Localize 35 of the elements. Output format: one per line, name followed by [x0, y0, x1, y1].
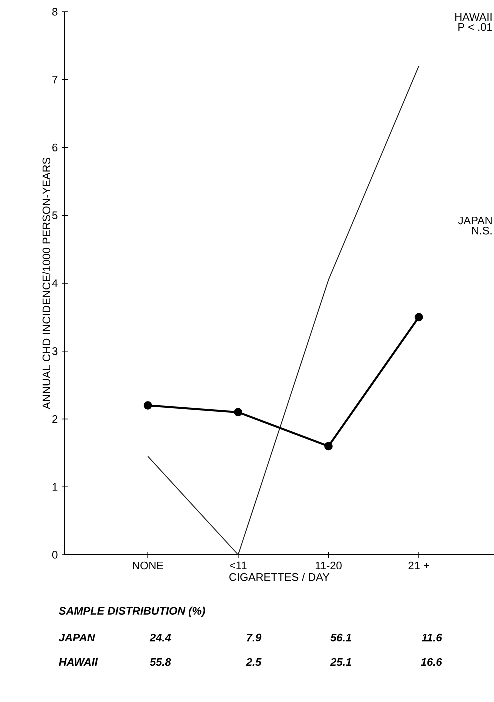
text: HAWAII — [59, 658, 98, 666]
point — [324, 442, 333, 451]
y-tick-label: 6 — [52, 144, 58, 152]
text: 16.6 — [421, 658, 442, 666]
text: 2.5 — [246, 658, 262, 666]
text: HAWAII — [456, 13, 492, 21]
text: 7.9 — [247, 634, 262, 642]
y-tick-label: 5 — [52, 212, 58, 220]
y-tick-label: 1 — [52, 483, 58, 491]
text: 56.1 — [330, 634, 352, 642]
y-tick-label: 0 — [52, 551, 58, 559]
line-series — [148, 66, 420, 556]
point — [234, 408, 243, 417]
y-tick-label: 7 — [52, 76, 58, 84]
x-tick-label: NONE — [133, 562, 164, 570]
text: 11.6 — [422, 634, 442, 642]
x-tick-label: <11 — [230, 562, 247, 570]
text: 24.4 — [150, 634, 172, 642]
x-tick-label: 21 + — [408, 562, 430, 570]
annotation: P < .01 — [458, 23, 492, 32]
text: JAPAN — [59, 634, 96, 642]
y-tick-label: 3 — [52, 348, 58, 356]
text: JAPAN — [458, 216, 492, 225]
x-axis-title: CIGARETTES / DAY — [230, 573, 330, 582]
annotation: N.S. — [472, 227, 492, 235]
point — [144, 401, 152, 410]
x-tick-label: 11-20 — [316, 562, 342, 570]
text: SAMPLE DISTRIBUTION (%) — [59, 606, 206, 618]
y-tick-label: 4 — [52, 280, 58, 288]
text: 25.1 — [330, 658, 352, 666]
point — [414, 313, 424, 322]
y-tick-label: 2 — [52, 415, 58, 424]
text: 55.8 — [150, 658, 172, 666]
y-axis-title: ANNUAL CHD INCIDENCE/1000 PERSON-YEARS — [42, 158, 51, 410]
y-tick-label: 8 — [52, 8, 58, 16]
